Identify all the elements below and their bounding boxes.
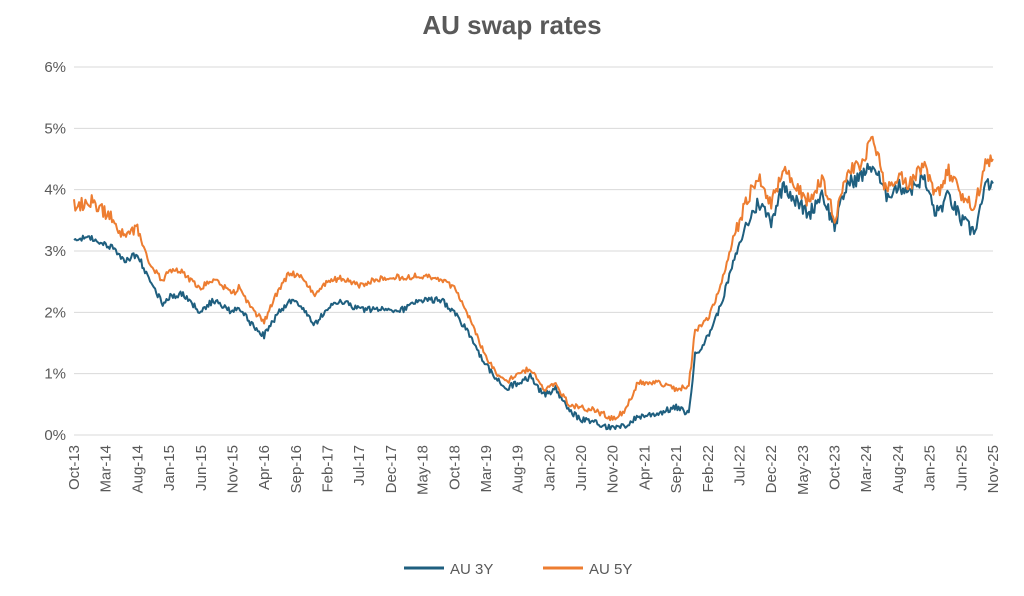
x-tick-label: Aug-14: [129, 445, 146, 493]
x-axis-ticks: Oct-13 Mar-14 Aug-14 Jan-15 Jun-15 Nov-15 Apr-…: [66, 445, 1002, 495]
y-tick-label: 4%: [44, 182, 66, 199]
y-tick-label: 3%: [44, 243, 66, 260]
x-tick-label: Oct-18: [446, 445, 463, 490]
x-tick-label: Aug-19: [510, 445, 527, 493]
x-tick-label: May-23: [795, 445, 812, 495]
x-tick-label: Dec-22: [763, 445, 780, 493]
x-tick-label: Jun-15: [193, 445, 210, 491]
y-tick-label: 5%: [44, 120, 66, 137]
y-axis-ticks: 0% 1% 2% 3% 4% 5% 6%: [44, 59, 66, 444]
x-tick-label: Jun-20: [573, 445, 590, 491]
x-tick-label: Oct-23: [827, 445, 844, 490]
legend-label: AU 3Y: [450, 561, 493, 578]
x-tick-label: Dec-17: [383, 445, 400, 493]
legend-label: AU 5Y: [589, 561, 632, 578]
x-tick-label: Jan-25: [922, 445, 939, 491]
x-tick-label: Apr-16: [256, 445, 273, 490]
series-lines: [73, 135, 994, 431]
chart-title: AU swap rates: [422, 10, 601, 40]
y-tick-label: 0%: [44, 427, 66, 444]
legend: AU 3Y AU 5Y: [404, 561, 632, 578]
x-tick-label: Nov-20: [605, 445, 622, 493]
series-line-au-5y: [73, 135, 994, 422]
x-tick-label: Mar-14: [98, 445, 115, 493]
x-tick-label: Jun-25: [953, 445, 970, 491]
x-tick-label: Sep-16: [288, 445, 305, 493]
y-tick-label: 2%: [44, 304, 66, 321]
x-tick-label: Nov-15: [224, 445, 241, 493]
x-tick-label: Feb-17: [320, 445, 337, 493]
x-tick-label: Jul-17: [351, 445, 368, 486]
x-tick-label: Aug-24: [890, 445, 907, 493]
x-tick-label: Jan-15: [161, 445, 178, 491]
x-tick-label: Jan-20: [541, 445, 558, 491]
x-tick-label: Nov-25: [985, 445, 1002, 493]
x-tick-label: Apr-21: [636, 445, 653, 490]
x-tick-label: Oct-13: [66, 445, 83, 490]
x-tick-label: Sep-21: [668, 445, 685, 493]
y-tick-label: 6%: [44, 59, 66, 76]
x-tick-label: Jul-22: [731, 445, 748, 486]
x-tick-label: May-18: [415, 445, 432, 495]
x-tick-label: Mar-24: [858, 445, 875, 493]
series-line-au-3y: [73, 162, 994, 431]
x-tick-label: Mar-19: [478, 445, 495, 493]
gridlines: [74, 66, 993, 436]
x-tick-label: Feb-22: [700, 445, 717, 493]
y-tick-label: 1%: [44, 366, 66, 383]
